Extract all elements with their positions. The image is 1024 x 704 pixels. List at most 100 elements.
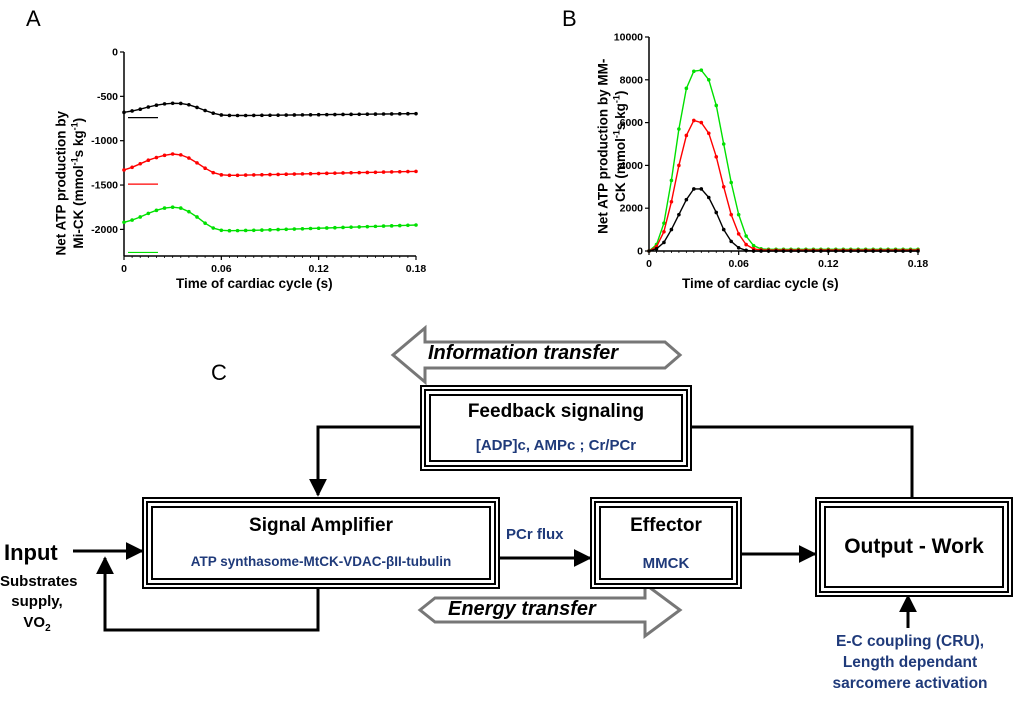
chart-a-xtick-label: 0.06 [211, 263, 232, 275]
chart-b-data-point [684, 197, 689, 202]
chart-b-data-point [692, 118, 696, 123]
chart-b-data-point [669, 178, 674, 183]
chart-b-data-point [856, 249, 861, 253]
chart-b-data-point [677, 163, 681, 168]
chart-b-data-point [886, 249, 890, 253]
info-transfer-label: Information transfer [428, 342, 619, 364]
input-line1: Substrates [0, 573, 78, 590]
ec-line2: Length dependant [842, 653, 978, 671]
chart-a-data-point [292, 113, 297, 117]
chart-a-data-point [373, 112, 378, 116]
chart-a-data-point [178, 101, 183, 106]
chart-b-data-point [669, 227, 674, 232]
chart-a-data-point [260, 228, 264, 232]
chart-b-data-point [721, 185, 726, 189]
input-desc: Substrates supply, VO2 [0, 572, 78, 635]
chart-b-data-point [684, 133, 689, 138]
chart-a-data-point [235, 113, 240, 118]
chart-a-data-point [211, 170, 216, 175]
chart-a: 0 -500 -1000 -1500 -2000 0 0.06 0.12 0.18 [91, 47, 426, 276]
chart-a-data-point [219, 113, 224, 117]
chart-a-data-point [170, 205, 175, 210]
chart-a-data-point [333, 171, 337, 175]
chart-b-data-point [751, 249, 756, 253]
chart-a-data-point [414, 169, 418, 174]
chart-a-data-point [227, 173, 232, 178]
chart-a-data-point [373, 170, 378, 175]
chart-a-data-point [414, 223, 418, 227]
chart-a-data-point [324, 226, 329, 230]
panel-label-a: A [26, 6, 41, 31]
chart-a-data-point [138, 107, 143, 112]
chart-b-data-point [729, 239, 733, 244]
chart-b-xlabel: Time of cardiac cycle (s) [682, 276, 839, 291]
chart-b-data-point [729, 180, 733, 185]
chart-b-data-point [721, 227, 726, 232]
chart-a-data-point [300, 226, 305, 231]
chart-a-data-point [300, 113, 305, 117]
chart-a-data-point [195, 105, 199, 110]
chart-a-data-point [195, 215, 199, 219]
chart-a-data-point [219, 173, 224, 177]
chart-a-series-line [123, 153, 417, 177]
chart-a-data-point [138, 161, 143, 166]
chart-a-data-point [284, 113, 289, 117]
chart-a-ytick-label: -500 [97, 91, 118, 103]
chart-a-data-point [187, 209, 191, 214]
chart-b-ylabel-line2: CK (mmol-1s kg-1) [611, 46, 628, 246]
chart-a-data-point [162, 206, 167, 210]
chart-b-data-point [796, 249, 801, 253]
chart-b-data-point [744, 242, 748, 247]
chart-a-data-point [341, 171, 345, 175]
chart-a-ylabel-line1: Net ATP production by [53, 111, 69, 256]
chart-a-data-point [243, 113, 248, 118]
chart-a-data-point [227, 228, 232, 233]
chart-a-data-point [227, 113, 232, 118]
chart-a-ylabel: Net ATP production by Mi-CK (mmol-1s kg-… [54, 93, 87, 273]
chart-a-xtick-label: 0 [121, 263, 127, 275]
chart-a-ytick-label: -1000 [91, 135, 118, 147]
chart-b-data-point [804, 249, 808, 253]
chart-a-data-point [170, 152, 175, 156]
chart-a-data-point [260, 113, 264, 118]
chart-b-data-point [751, 243, 756, 248]
chart-b-data-point [721, 142, 726, 146]
chart-a-data-point [122, 110, 126, 115]
chart-a-data-point [365, 170, 370, 175]
input-vo-sub: 2 [45, 622, 51, 634]
chart-a-data-point [276, 113, 280, 117]
chart-a-data-point [349, 171, 353, 175]
chart-a-data-point [397, 169, 402, 174]
chart-a-series-line [123, 206, 417, 232]
chart-b-ytick-label: 0 [637, 246, 643, 258]
chart-a-data-point [373, 224, 378, 229]
chart-b-xtick-label: 0.12 [818, 258, 839, 270]
chart-a-data-point [203, 166, 207, 170]
chart-a-data-point [308, 226, 313, 231]
chart-a-data-point [203, 108, 207, 113]
energy-transfer-arrow [417, 581, 683, 639]
feedback-title: Feedback signaling [467, 401, 645, 422]
chart-a-data-point [187, 156, 191, 160]
chart-b-xtick-label: 0 [646, 258, 652, 270]
chart-a-xtick-label: 0.12 [308, 263, 329, 275]
chart-a-data-point [211, 111, 216, 115]
chart-a-ytick-label: -1500 [91, 180, 118, 192]
chart-b-data-point [654, 247, 659, 251]
chart-b-xtick-label: 0.18 [908, 258, 929, 270]
panel-label-b: B [562, 6, 577, 31]
amplifier-title: Signal Amplifier [249, 515, 393, 536]
chart-a-data-point [154, 155, 159, 160]
chart-a-data-point [130, 109, 134, 113]
chart-b-data-point [706, 195, 711, 200]
chart-b-data-point [662, 240, 666, 245]
chart-a-data-point [308, 171, 313, 176]
chart-a-ytick-label: -2000 [91, 224, 118, 236]
chart-a-ylabel-sup1: -1 [69, 157, 80, 166]
input-vo: VO [23, 613, 46, 631]
chart-a-data-point [406, 223, 410, 228]
chart-b-data-point [744, 234, 748, 238]
chart-b-data-point [692, 69, 696, 74]
chart-a-data-point [397, 112, 402, 116]
chart-a-data-point [251, 173, 256, 177]
